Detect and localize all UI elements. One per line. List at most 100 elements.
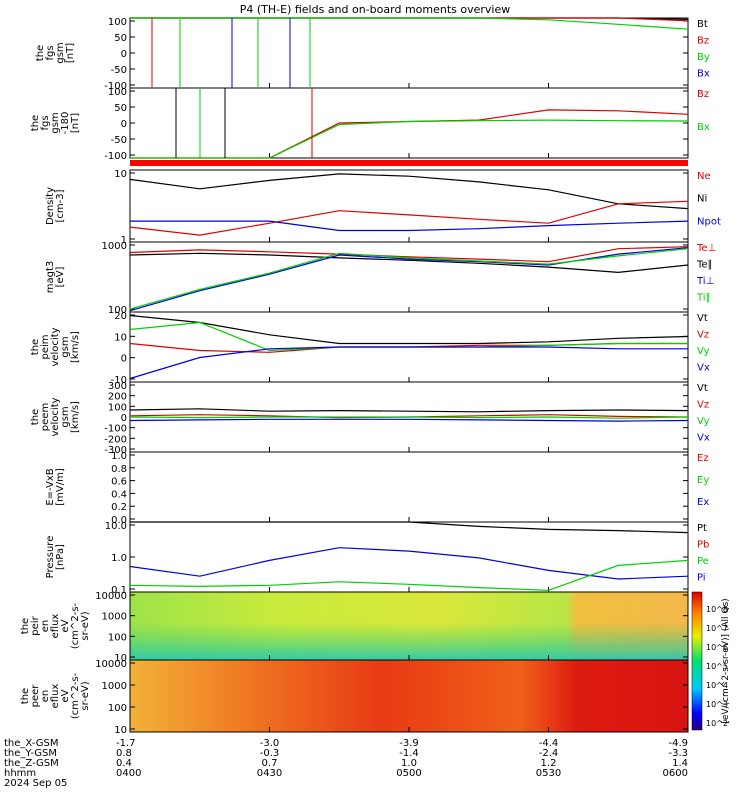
y-tick-label: 10000 [95,591,127,602]
y-tick-label: 0.8 [111,464,127,475]
legend-Ni: Ni [697,194,707,205]
panel-frame [129,169,689,243]
ion-spectrogram-low-energy [130,622,688,660]
axis-value: 0430 [257,768,282,779]
legend-Pb: Pb [697,540,709,551]
axis-value: -1.7 [116,738,136,749]
y-axis-label: fgs [40,115,51,130]
y-tick-label: -100 [104,151,127,162]
legend-Te∥: Te∥ [696,260,713,271]
y-axis-label: en [40,690,51,703]
y-axis-label: [eV] [55,267,66,288]
y-tick-label: -50 [111,65,127,76]
y-axis-label: gsm [60,336,71,357]
y-tick-label: 1.0 [111,553,127,564]
axis-value: 0600 [663,768,688,779]
legend-Ez: Ez [697,453,709,464]
legend-Vt: Vt [697,383,708,394]
y-axis-label: [nPa] [55,544,66,570]
legend-Npot: Npot [697,216,721,227]
series-Vy [129,416,689,419]
legend-Te⊥: Te⊥ [696,243,716,254]
legend-Vt: Vt [697,313,708,324]
y-axis-label: (cm^2-s- [70,672,81,719]
axis-value: 0400 [116,768,141,779]
y-tick-label: 100 [108,402,127,413]
axis-row-label: the_X-GSM [4,738,58,749]
y-axis-label: [mV/m] [55,468,66,506]
y-axis-label: the [20,688,31,704]
y-axis-label: fgs [45,45,56,60]
legend-Vx: Vx [697,433,710,444]
colorbar-tick: 10^8 [706,605,728,614]
y-axis-label: (cm^2-s- [70,602,81,649]
y-axis-label: Density [45,187,56,225]
y-tick-label: 1000 [102,241,127,252]
y-tick-label: 100 [108,17,127,28]
axis-row-label: the_Y-GSM [4,748,57,759]
axis-value: -4.9 [668,738,688,749]
axis-value: -3.3 [668,748,688,759]
legend-Bx: Bx [697,69,710,80]
y-tick-label: 10 [114,169,127,180]
y-tick-label: -200 [104,434,127,445]
series-Pi [129,547,689,580]
legend-Ey: Ey [697,475,709,486]
y-tick-label: 1 [121,235,127,246]
y-tick-label: 100 [108,305,127,316]
series-Pt [130,521,689,534]
series-Te∥ [129,252,689,274]
legend-Pt: Pt [697,523,707,534]
y-tick-label: 50 [114,103,127,114]
colorbar-tick: 10^5 [706,662,728,671]
legend-Ex: Ex [697,497,709,508]
panel-frame [129,17,689,89]
y-axis-label: magt3 [45,261,56,294]
legend-Vy: Vy [697,416,710,427]
y-tick-label: 0 [121,119,127,130]
y-tick-label: 300 [108,381,127,392]
panel-frame [129,87,689,159]
legend-Ti⊥: Ti⊥ [696,276,714,287]
series-Bz [130,109,689,159]
y-axis-label: eflux [50,614,61,639]
series-Vx [129,418,689,422]
y-tick-label: 0.2 [111,502,127,513]
series-Ti∥ [129,248,689,310]
y-axis-label: gsm [55,42,66,63]
y-axis-label: peem [40,403,51,431]
legend-Vz: Vz [697,330,709,341]
axis-value: -1.4 [399,748,419,759]
y-tick-label: -100 [104,81,127,92]
y-axis-label: [km/s] [70,401,81,433]
y-tick-label: 10.0 [105,521,127,532]
series-Vt [129,314,689,345]
legend-Bt: Bt [697,19,708,30]
series-Vy [129,321,688,352]
colorbar-tick: 10^2 [706,719,728,728]
date-label: 2024 Sep 05 [4,778,67,789]
axis-value: 0.8 [116,748,132,759]
y-axis-label: [nT] [65,43,76,63]
axis-value: 0500 [396,768,421,779]
series-Pe [129,559,689,591]
axis-value: -3.0 [260,738,280,749]
y-tick-label: 200 [108,392,127,403]
y-axis-label: sr-eV) [80,681,91,710]
y-axis-label: en [40,620,51,633]
axis-value: -3.9 [399,738,419,749]
axis-value: 1.2 [541,758,557,769]
axis-value: -4.4 [539,738,559,749]
y-axis-label: E=-VxB [45,468,56,505]
y-tick-label: 100 [108,632,127,643]
y-axis-label: the [30,339,41,355]
y-tick-label: 20 [114,311,127,322]
y-tick-label: -50 [111,135,127,146]
y-tick-label: 0.6 [111,477,127,488]
axis-value: -0.3 [260,748,280,759]
y-tick-label: 0 [121,413,127,424]
y-tick-label: -100 [104,424,127,435]
y-tick-label: -300 [104,445,127,456]
y-tick-label: 10 [114,332,127,343]
